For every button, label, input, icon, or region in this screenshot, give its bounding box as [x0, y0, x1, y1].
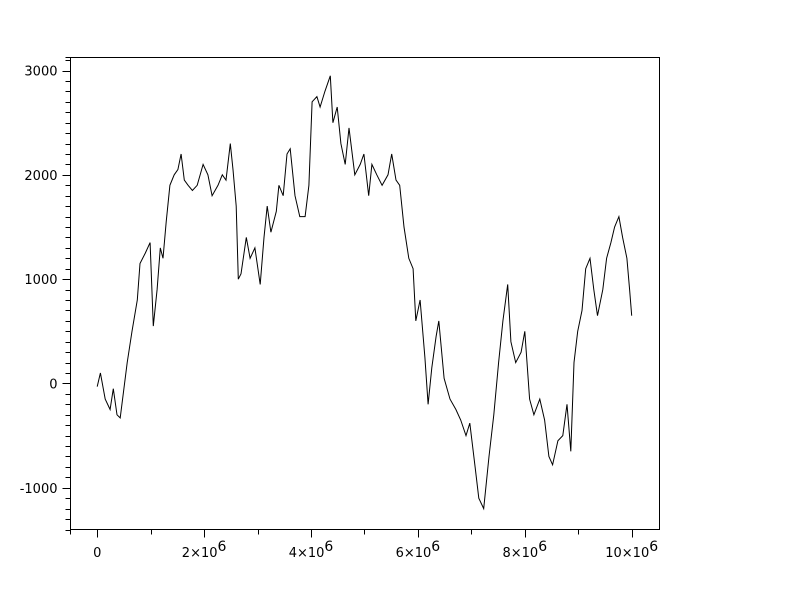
x-tick-label: 10×106	[605, 539, 658, 561]
axis-tick-labels: -1000 0 1000 2000 3000 0 2×106 4×106 6×106 8×106 1…	[20, 65, 659, 561]
plot-frame	[70, 57, 660, 530]
x-tick-label: 8×106	[502, 539, 547, 561]
y-tick-label: 0	[49, 377, 57, 392]
axis-ticks	[62, 57, 633, 538]
x-tick-label: 0	[93, 546, 101, 561]
y-tick-label: 2000	[24, 169, 57, 184]
x-tick-label: 6×106	[396, 539, 441, 561]
y-tick-label: 3000	[24, 65, 57, 80]
series-line	[96, 75, 633, 511]
y-tick-label: 1000	[24, 273, 57, 288]
y-tick-label: -1000	[20, 482, 58, 497]
x-tick-label: 4×106	[289, 539, 334, 561]
x-tick-label: 2×106	[182, 539, 227, 561]
